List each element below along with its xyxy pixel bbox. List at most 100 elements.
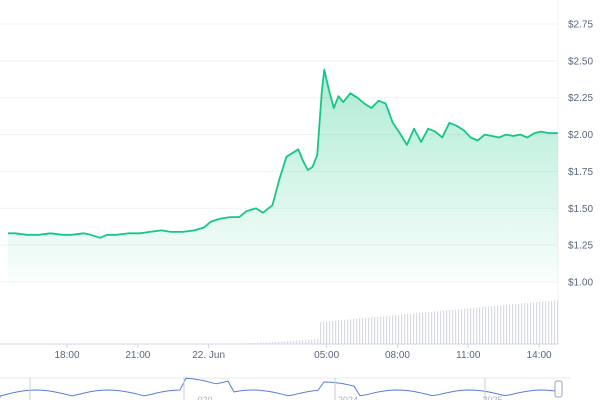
volume-bar	[548, 300, 550, 344]
volume-bar	[374, 317, 376, 344]
volume-bar	[542, 301, 544, 344]
volume-bar	[293, 340, 295, 344]
y-tick-label: $1.50	[568, 204, 593, 215]
volume-bar	[341, 320, 343, 344]
volume-bar	[407, 313, 409, 344]
volume-bar	[299, 340, 301, 344]
volume-bar	[377, 316, 379, 344]
volume-bar	[524, 303, 526, 344]
x-tick-label: 22. Jun	[192, 350, 225, 361]
volume-bar	[434, 311, 436, 344]
volume-bar	[305, 339, 307, 344]
y-axis-ticks: $1.00 $1.25 $1.50 $1.75 $2.00 $2.25 $2.50 $2.75	[568, 20, 593, 289]
volume-bar	[545, 301, 547, 344]
volume-bar	[350, 319, 352, 344]
volume-bar	[449, 310, 451, 344]
volume-bar	[515, 303, 517, 344]
volume-bar	[269, 342, 271, 344]
volume-bar	[395, 315, 397, 344]
navigator[interactable]: ...020 2024 ...2025	[0, 377, 570, 400]
volume-bar	[497, 305, 499, 344]
volume-bar	[386, 315, 388, 344]
volume-bar	[503, 305, 505, 344]
volume-bar	[311, 339, 313, 344]
volume-bar	[452, 309, 454, 344]
volume-bar	[254, 342, 256, 344]
volume-bar	[332, 320, 334, 344]
volume-bar	[458, 309, 460, 344]
volume-bar	[359, 318, 361, 344]
volume-bar	[320, 322, 322, 344]
volume-bar	[308, 339, 310, 344]
volume-bar	[551, 300, 553, 344]
navigator-handle[interactable]	[554, 380, 563, 398]
price-area	[8, 69, 558, 282]
volume-bar	[530, 302, 532, 344]
volume-bar	[260, 342, 262, 344]
volume-bar	[365, 317, 367, 344]
volume-bar	[437, 311, 439, 344]
volume-bar	[275, 341, 277, 344]
volume-bar	[440, 310, 442, 344]
volume-bar	[557, 300, 559, 344]
volume-bar	[509, 304, 511, 344]
volume-bar	[371, 317, 373, 344]
volume-bar	[464, 308, 466, 344]
volume-bar	[296, 340, 298, 344]
volume-bar	[353, 318, 355, 344]
volume-bar	[347, 319, 349, 344]
volume-bar	[410, 313, 412, 344]
volume-bar	[263, 342, 265, 344]
volume-bar	[284, 341, 286, 344]
volume-bar	[428, 312, 430, 344]
volume-bar	[380, 316, 382, 344]
volume-bar	[431, 311, 433, 344]
volume-bar	[485, 306, 487, 344]
volume-bar	[266, 342, 268, 344]
navigator-label: 2024	[338, 395, 358, 400]
volume-bar	[392, 315, 394, 344]
volume-bar	[338, 320, 340, 344]
y-tick-label: $1.00	[568, 278, 593, 289]
volume-bar	[446, 310, 448, 344]
volume-bar	[461, 308, 463, 344]
volume-bar	[536, 302, 538, 344]
x-axis-ticks: 18:00 21:00 22. Jun 05:00 08:00 11:00 14:00	[0, 343, 558, 361]
y-tick-label: $1.25	[568, 241, 593, 252]
y-tick-label: $2.00	[568, 130, 593, 141]
volume-bar	[398, 314, 400, 344]
y-tick-label: $2.50	[568, 56, 593, 67]
volume-bar	[419, 312, 421, 344]
y-tick-label: $2.75	[568, 20, 593, 31]
volume-bar	[512, 304, 514, 344]
volume-bar	[362, 318, 364, 344]
volume-bar	[302, 340, 304, 344]
volume-bar	[416, 313, 418, 344]
volume-bar	[476, 307, 478, 344]
volume-bar	[527, 302, 529, 344]
volume-bar	[479, 307, 481, 344]
volume-bar	[290, 341, 292, 344]
x-tick-label: 21:00	[125, 350, 150, 361]
price-area-fill	[8, 69, 558, 282]
volume-bar	[443, 310, 445, 344]
volume-bar	[482, 307, 484, 344]
volume-bar	[521, 303, 523, 344]
volume-bar	[488, 306, 490, 344]
x-tick-label: 14:00	[527, 350, 552, 361]
volume-bar	[329, 321, 331, 344]
navigator-label: ...020	[190, 395, 213, 400]
volume-bar	[455, 309, 457, 344]
volume-bar	[500, 305, 502, 344]
volume-bar	[278, 341, 280, 344]
price-series-line	[8, 68, 558, 239]
volume-bar	[335, 320, 337, 344]
volume-bar	[368, 317, 370, 344]
volume-bar	[404, 314, 406, 344]
volume-bar	[344, 319, 346, 344]
volume-bars	[200, 300, 559, 344]
x-tick-label: 18:00	[54, 350, 79, 361]
y-tick-label: $1.75	[568, 167, 593, 178]
volume-bar	[287, 341, 289, 344]
volume-bar	[272, 342, 274, 344]
